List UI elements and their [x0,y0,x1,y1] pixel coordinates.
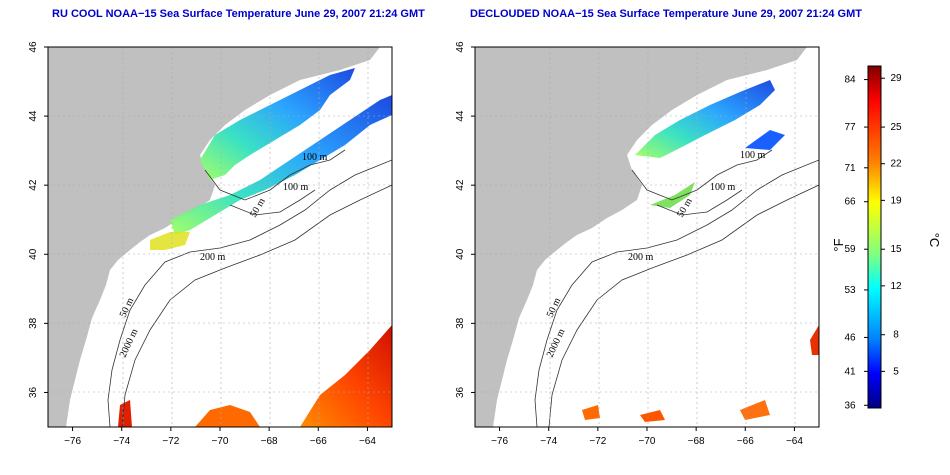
colorbar-f-label: 59 [844,244,856,255]
bathymetry-contour-100m [204,149,346,201]
sst-warm-patch-4 [810,325,819,355]
sst-warm-patch-2 [640,410,665,422]
y-tick-label: 36 [455,386,466,398]
x-tick-label: −66 [310,436,327,447]
sst-cool-region [635,80,775,158]
colorbar-c-label: 19 [890,195,902,206]
y-axis: 36 38 40 42 44 46 [455,41,475,398]
colorbar-fahrenheit-ticks: 84 77 71 66 59 53 46 41 36 [844,75,868,411]
x-axis: −76 −74 −72 −70 −68 −66 −64 [491,427,803,447]
contour-label: 100 m [283,182,309,193]
contour-label: 100 m [710,182,736,193]
contour-label: 200 m [200,252,226,263]
bathymetry-contour-2000m [548,184,819,427]
y-tick-label: 42 [28,179,39,191]
x-tick-label: −66 [737,436,754,447]
colorbar-f-label: 77 [844,122,856,133]
y-tick-label: 38 [28,317,39,329]
bathymetry-contour-2000m [121,184,392,427]
y-tick-label: 40 [455,248,466,260]
x-tick-label: −68 [688,436,705,447]
colorbar-f-label: 36 [844,400,856,411]
land-mass [48,47,380,427]
panel-title-declouded: DECLOUDED NOAA−15 Sea Surface Temperatur… [470,8,862,20]
bathymetry-contour-100m [631,149,773,201]
x-tick-label: −64 [359,436,376,447]
y-tick-label: 38 [455,317,466,329]
y-axis: 36 38 40 42 44 46 [28,41,48,398]
x-tick-label: −70 [639,436,656,447]
colorbar-c-label: 8 [893,330,899,341]
sst-warm-patch [195,405,260,427]
sst-yellow-patch [150,232,190,250]
contour-label: 100 m [740,150,766,161]
sst-warm-region [300,325,392,427]
land-mass [475,47,807,427]
colorbar-scale [867,65,882,409]
colorbar-c-label: 22 [890,159,902,170]
colorbar-f-label: 84 [844,75,856,86]
x-tick-label: −74 [540,436,557,447]
contour-label: 200 m [628,252,654,263]
y-tick-label: 42 [455,179,466,191]
colorbar-celsius-ticks: 29 25 22 19 15 12 8 5 [881,73,902,377]
x-tick-label: −74 [113,436,130,447]
colorbar-c-label: 12 [890,281,902,292]
sst-green-patch [650,182,695,208]
x-tick-label: −68 [261,436,278,447]
colorbar-c-label: 29 [890,73,902,84]
y-tick-label: 36 [28,386,39,398]
colorbar-f-label: 66 [844,197,856,208]
bathymetry-contour-50m [229,189,316,216]
sst-cool-patch [745,130,785,150]
sst-warm-patch-3 [740,400,770,420]
y-tick-label: 46 [455,41,466,53]
y-tick-label: 44 [28,110,39,122]
graticule [48,47,392,427]
colorbar-c-label: 5 [893,366,899,377]
y-tick-label: 44 [455,110,466,122]
y-tick-label: 40 [28,248,39,260]
x-axis: −76 −74 −72 −70 −68 −66 −64 [64,427,376,447]
colorbar: 84 77 71 66 59 53 46 41 36 29 25 22 19 15 12 8 5 °F °C [831,65,942,411]
colorbar-f-label: 53 [844,285,856,296]
x-tick-label: −64 [786,436,803,447]
graticule [475,47,819,427]
sst-warm-patch [582,405,600,420]
map-panel-ru-cool: 100 m 100 m 50 m 200 m 50 m 2000 m −76 −7… [28,41,393,447]
colorbar-f-label: 71 [844,163,856,174]
x-tick-label: −70 [212,436,229,447]
contour-label: 100 m [302,152,328,163]
celsius-label: °C [927,233,942,248]
sst-cool-region [200,68,355,180]
map-panel-declouded: 100 m 100 m 50 m 200 m 50 m 2000 m −76 −7… [455,41,820,447]
colorbar-f-label: 41 [844,366,856,377]
colorbar-f-label: 46 [844,332,856,343]
sst-cool-region-2 [170,95,392,235]
bathymetry-contour-200m [534,159,819,427]
x-tick-label: −72 [162,436,179,447]
bathymetry-contour-200m [107,159,392,427]
bathymetry-contour-50m [656,189,743,216]
panel-title-ru-cool: RU COOL NOAA−15 Sea Surface Temperature … [52,8,425,20]
x-tick-label: −76 [491,436,508,447]
sst-warm-patch-2 [118,400,132,427]
fahrenheit-label: °F [831,238,846,251]
y-tick-label: 46 [28,41,39,53]
x-tick-label: −72 [589,436,606,447]
x-tick-label: −76 [64,436,81,447]
colorbar-c-label: 25 [890,122,902,133]
colorbar-c-label: 15 [890,244,902,255]
